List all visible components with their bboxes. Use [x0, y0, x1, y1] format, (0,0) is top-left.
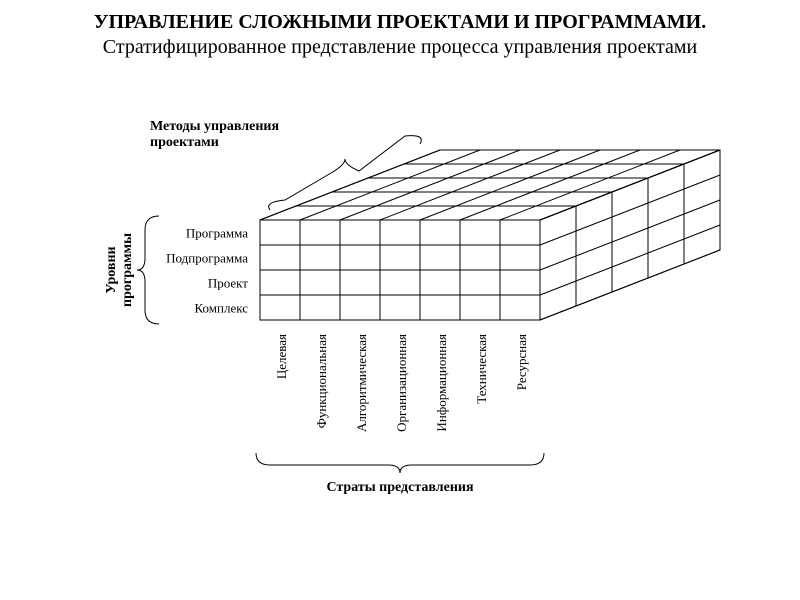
stratum-label: Алгоритмическая — [354, 334, 369, 432]
row-label: Программа — [186, 226, 248, 241]
row-label: Подпрограмма — [166, 251, 248, 266]
stratum-label: Техническая — [474, 334, 489, 404]
methods-label-line1: Методы управления — [150, 119, 279, 134]
strata-axis-label: Страты представления — [326, 480, 474, 495]
levels-axis-label-2: программы — [120, 233, 135, 307]
row-label: Проект — [208, 276, 248, 291]
levels-axis-label-1: Уровни — [104, 246, 119, 293]
title-bold: УПРАВЛЕНИЕ СЛОЖНЫМИ ПРОЕКТАМИ И ПРОГРАММ… — [94, 11, 706, 33]
stratum-label: Информационная — [434, 334, 449, 432]
stratum-label: Функциональная — [314, 334, 329, 428]
title-rest: Стратифицированное представление процесс… — [103, 36, 697, 58]
diagram-wrap: Методы управленияпроектами Программа Подпр… — [0, 100, 800, 580]
stratum-label: Ресурсная — [514, 334, 529, 390]
stratum-label: Целевая — [274, 334, 289, 379]
row-label: Комплекс — [195, 301, 249, 316]
diagram-svg: Методы управленияпроектами Программа Подпр… — [0, 100, 800, 580]
page-title: УПРАВЛЕНИЕ СЛОЖНЫМИ ПРОЕКТАМИ И ПРОГРАММ… — [0, 10, 800, 60]
methods-label-line2: проектами — [150, 135, 219, 150]
stratum-label: Организационная — [394, 334, 409, 432]
page: УПРАВЛЕНИЕ СЛОЖНЫМИ ПРОЕКТАМИ И ПРОГРАММ… — [0, 0, 800, 600]
